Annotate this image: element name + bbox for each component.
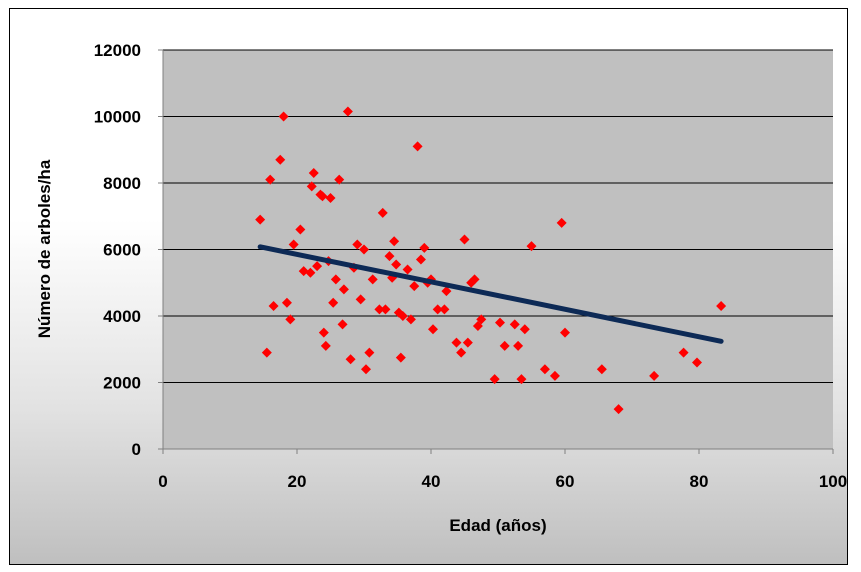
data-point: [330, 274, 341, 285]
axes: [162, 50, 833, 450]
y-tick-label: 2000: [103, 374, 141, 393]
x-tick-label: 60: [556, 472, 575, 491]
y-tick-label: 6000: [103, 241, 141, 260]
data-point: [255, 214, 266, 225]
x-tick-label: 100: [819, 472, 847, 491]
data-point: [389, 236, 400, 247]
data-point: [275, 154, 286, 165]
data-point: [476, 314, 487, 325]
data-point: [377, 207, 388, 218]
data-point: [516, 374, 527, 385]
data-point: [402, 264, 413, 275]
data-point: [325, 192, 336, 203]
data-point: [397, 311, 408, 321]
y-tick-label: 4000: [103, 307, 141, 326]
data-point: [345, 354, 356, 365]
data-point: [419, 242, 430, 253]
data-point: [459, 234, 470, 245]
data-point: [409, 281, 420, 292]
y-tick-label: 12000: [94, 41, 141, 60]
data-point: [405, 314, 416, 325]
data-point: [308, 168, 319, 179]
data-point: [441, 286, 452, 297]
x-tick-label: 0: [158, 472, 167, 491]
data-point: [295, 224, 306, 235]
trendline: [257, 244, 724, 344]
data-points: [255, 106, 727, 415]
data-point: [678, 347, 689, 358]
x-tick-label: 40: [422, 472, 441, 491]
data-point: [549, 370, 560, 381]
data-point: [306, 181, 317, 192]
data-point: [613, 404, 624, 415]
data-point: [556, 217, 567, 228]
data-point: [355, 294, 366, 305]
data-point: [298, 266, 309, 277]
data-point: [337, 319, 348, 330]
trendline-group: [257, 244, 724, 344]
y-tick-label: 0: [132, 440, 141, 459]
data-point: [312, 261, 323, 272]
data-point: [374, 304, 385, 315]
data-point: [462, 337, 473, 348]
data-point: [317, 191, 328, 202]
data-point: [469, 274, 480, 285]
data-point: [691, 357, 702, 368]
data-point: [513, 340, 524, 351]
data-point: [519, 324, 530, 335]
data-point: [451, 337, 462, 348]
data-point: [278, 111, 289, 122]
data-point: [334, 174, 345, 185]
data-point: [342, 106, 353, 117]
data-point: [526, 241, 537, 252]
data-point: [391, 259, 402, 270]
data-point: [384, 251, 395, 262]
data-point: [716, 301, 727, 312]
y-axis-title: Número de arboles/ha: [35, 159, 54, 338]
data-point: [560, 327, 570, 338]
data-point: [432, 304, 443, 315]
data-point: [285, 314, 296, 325]
data-point: [352, 239, 363, 250]
data-point: [495, 317, 506, 328]
x-tick-labels: 0 20 40 60 80 100: [158, 472, 847, 491]
data-point: [489, 374, 500, 385]
data-point: [539, 364, 550, 375]
x-axis-title: Edad (años): [449, 516, 546, 535]
data-point: [395, 352, 406, 363]
data-point: [367, 274, 378, 285]
data-point: [439, 304, 450, 315]
data-point: [380, 304, 391, 315]
data-point: [268, 301, 279, 312]
data-point: [305, 267, 316, 278]
y-tick-label: 8000: [103, 174, 141, 193]
data-point: [361, 364, 372, 375]
data-point: [499, 340, 510, 351]
data-point: [359, 244, 369, 255]
data-point: [428, 324, 439, 335]
data-point: [328, 297, 339, 308]
data-point: [261, 347, 272, 358]
data-point: [412, 141, 423, 152]
data-point: [320, 340, 331, 351]
data-point: [596, 364, 607, 375]
y-tick-label: 10000: [94, 108, 141, 127]
data-point: [649, 370, 660, 381]
data-point: [415, 254, 426, 265]
data-point: [281, 297, 292, 308]
y-tick-labels: 0 2000 4000 6000 8000 10000 12000: [94, 41, 141, 459]
data-point: [318, 327, 329, 338]
data-point: [456, 347, 467, 358]
data-point: [265, 174, 276, 185]
x-tick-label: 80: [690, 472, 709, 491]
data-point: [338, 284, 349, 295]
x-tick-label: 20: [288, 472, 307, 491]
data-point: [288, 239, 299, 250]
data-point: [364, 347, 375, 358]
data-point: [509, 319, 520, 330]
